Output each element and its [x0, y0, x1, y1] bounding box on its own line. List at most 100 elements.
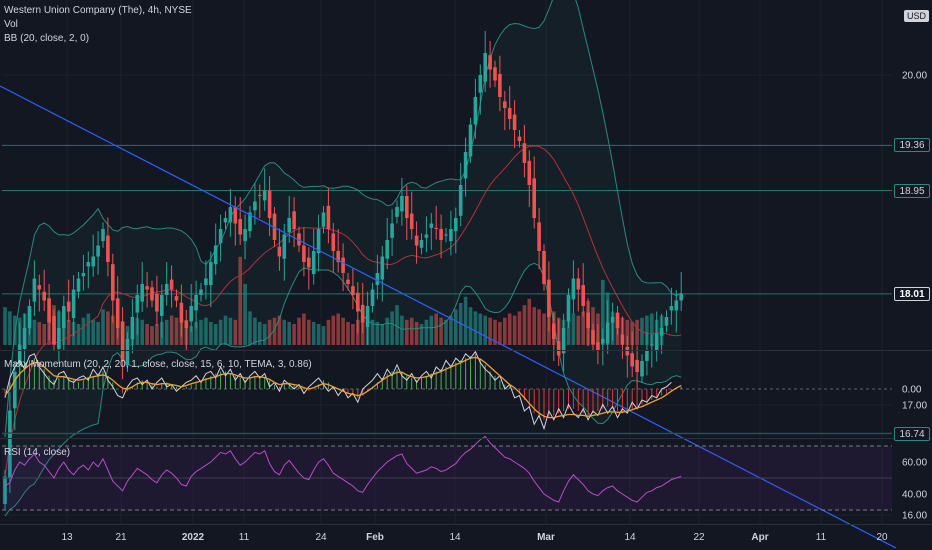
volume-bar	[517, 311, 522, 345]
candle-body	[576, 278, 581, 290]
candle-body	[130, 317, 135, 339]
candle-body	[454, 218, 458, 232]
candle-body	[62, 306, 66, 328]
momentum-legend[interactable]: Maxx Momentum (20, 2, 20, 1, close, clos…	[4, 358, 312, 372]
candle-body	[248, 212, 252, 232]
candle-body	[272, 213, 277, 240]
candle-body	[571, 278, 576, 300]
candle-body	[341, 257, 345, 273]
volume-bar	[537, 309, 541, 345]
volume-bar	[272, 317, 277, 345]
pane-separator[interactable]	[0, 438, 932, 439]
candle-body	[17, 344, 22, 366]
candle-body	[610, 317, 615, 323]
volume-bar	[390, 311, 394, 345]
bb-legend[interactable]: BB (20, close, 2, 0)	[4, 33, 90, 44]
volume-bar	[405, 319, 409, 345]
candle-body	[179, 302, 184, 323]
volume-bar	[635, 319, 639, 345]
candle-body	[120, 321, 125, 361]
volume-bar	[76, 324, 81, 345]
price-axis-label: 17.00	[902, 401, 927, 412]
candle-body	[32, 278, 37, 302]
candle-body	[365, 306, 370, 327]
candle-body	[360, 304, 365, 323]
trendline[interactable]	[0, 85, 897, 549]
candle-body	[356, 292, 360, 312]
bb-upper-line	[4, 0, 682, 437]
candle-body	[52, 315, 56, 345]
candle-body	[199, 289, 203, 295]
time-axis-label: 24	[315, 532, 327, 543]
volume-bar	[316, 324, 321, 345]
price-level-tag[interactable]: 18.95	[894, 183, 930, 198]
momentum-line	[4, 350, 672, 431]
volume-bar	[512, 315, 517, 345]
candle-body	[522, 143, 527, 163]
candle-body	[253, 201, 257, 211]
candle-body	[287, 218, 291, 233]
volume-legend[interactable]: Vol	[4, 19, 18, 30]
candle-body	[566, 295, 571, 322]
candle-body	[512, 114, 517, 130]
candle-body	[96, 245, 100, 257]
rsi-legend[interactable]: RSI (14, close)	[4, 446, 70, 460]
volume-bar	[380, 324, 385, 345]
time-axis-label: 14	[624, 532, 636, 543]
volume-bar	[375, 321, 380, 345]
volume-bar	[302, 313, 306, 345]
volume-bar	[400, 315, 404, 345]
candle-body	[27, 306, 32, 328]
candle-body	[22, 328, 27, 349]
volume-bar	[228, 317, 233, 345]
momentum-pane	[2, 350, 892, 434]
volume-bar	[311, 321, 316, 345]
candle-body	[601, 339, 605, 344]
candle-body	[111, 264, 115, 301]
candle-body	[596, 342, 600, 350]
candle-body	[238, 219, 242, 235]
candle-body	[552, 323, 556, 339]
volume-bar	[542, 313, 546, 345]
candle-body	[449, 229, 453, 242]
symbol-title[interactable]: Western Union Company (The), 4h, NYSE	[4, 5, 192, 16]
volume-bar	[571, 313, 576, 345]
volume-bar	[645, 315, 649, 345]
candle-body	[76, 278, 81, 292]
candle-body	[517, 136, 522, 141]
candle-body	[189, 306, 193, 322]
volume-bar	[91, 319, 95, 345]
candle-body	[483, 53, 487, 82]
volume-bar	[483, 315, 487, 345]
volume-bar	[267, 319, 272, 345]
candle-body	[468, 124, 473, 157]
time-axis-label: Apr	[751, 532, 768, 543]
candle-body	[71, 289, 76, 319]
volume-bar	[336, 313, 340, 345]
volume-bar	[468, 307, 473, 345]
time-axis-label: Feb	[366, 532, 384, 543]
pane-separator[interactable]	[0, 350, 932, 351]
axis-labels: 20.0017.0016.000.00-10.0060.0040.0013212…	[61, 71, 927, 544]
volume-bar	[3, 307, 7, 345]
volume-bar	[297, 317, 301, 345]
price-level-tag[interactable]: 16.74	[894, 426, 930, 441]
currency-badge[interactable]: USD	[904, 10, 930, 22]
candle-body	[527, 160, 532, 185]
candle-body	[385, 240, 389, 259]
volume-bar	[174, 317, 179, 345]
candle-body	[561, 328, 566, 354]
candle-body	[184, 320, 189, 328]
candles	[3, 31, 683, 511]
candle-body	[321, 212, 326, 227]
candle-body	[478, 75, 483, 93]
time-axis-label: 20	[876, 532, 888, 543]
candle-body	[86, 262, 91, 267]
candle-body	[115, 298, 120, 328]
volume-bar	[233, 319, 238, 345]
candle-body	[209, 262, 213, 286]
candle-body	[331, 233, 336, 251]
last-price-tag[interactable]: 18.01	[894, 286, 930, 301]
price-level-tag[interactable]: 19.36	[894, 138, 930, 153]
